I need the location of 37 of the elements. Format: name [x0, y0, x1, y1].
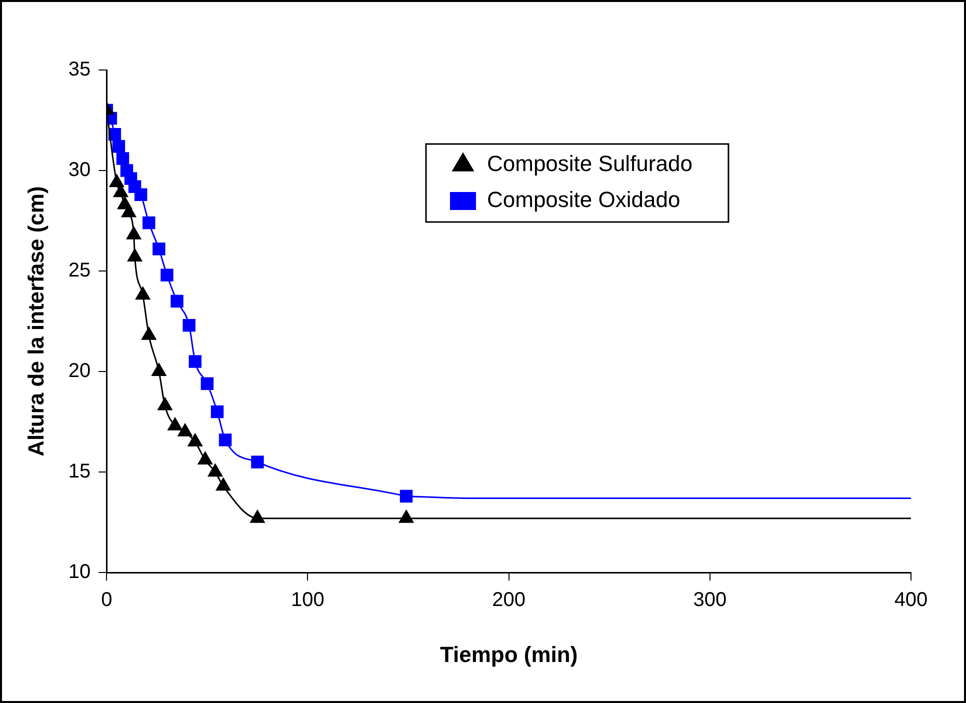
point — [141, 326, 157, 340]
y-tick-label: 10 — [68, 561, 91, 584]
point — [398, 509, 414, 523]
point — [182, 318, 196, 332]
point — [207, 463, 224, 477]
x-tick-label: 0 — [101, 589, 112, 612]
point — [177, 422, 193, 436]
legend-label: Composite Sulfurado — [487, 151, 692, 176]
point — [152, 242, 166, 256]
x-tick-label: 200 — [492, 589, 526, 612]
y-tick-label: 35 — [68, 58, 91, 81]
point — [197, 451, 213, 465]
point — [250, 509, 266, 523]
point — [116, 152, 130, 165]
y-axis-title: Altura de la interfase (cm) — [23, 186, 48, 456]
y-tick-label: 15 — [68, 460, 91, 483]
point — [135, 286, 151, 300]
x-tick-label: 300 — [693, 589, 727, 612]
y-tick-label: 20 — [68, 360, 91, 382]
point — [187, 432, 203, 446]
point — [215, 477, 232, 491]
legend-label: Composite Oxidado — [487, 187, 680, 212]
point — [188, 355, 202, 368]
x-axis-title: Tiempo (min) — [440, 642, 578, 667]
y-tick-label: 25 — [68, 260, 91, 282]
point — [170, 294, 184, 308]
point — [151, 362, 167, 376]
x-tick-label: 100 — [291, 589, 324, 612]
point — [142, 216, 156, 230]
point — [167, 416, 183, 430]
point — [160, 268, 174, 282]
x-tick-label: 400 — [894, 589, 928, 612]
point — [134, 188, 148, 202]
point — [112, 140, 126, 153]
y-tick-label: 30 — [68, 159, 91, 182]
point — [157, 396, 173, 410]
point — [200, 377, 214, 390]
